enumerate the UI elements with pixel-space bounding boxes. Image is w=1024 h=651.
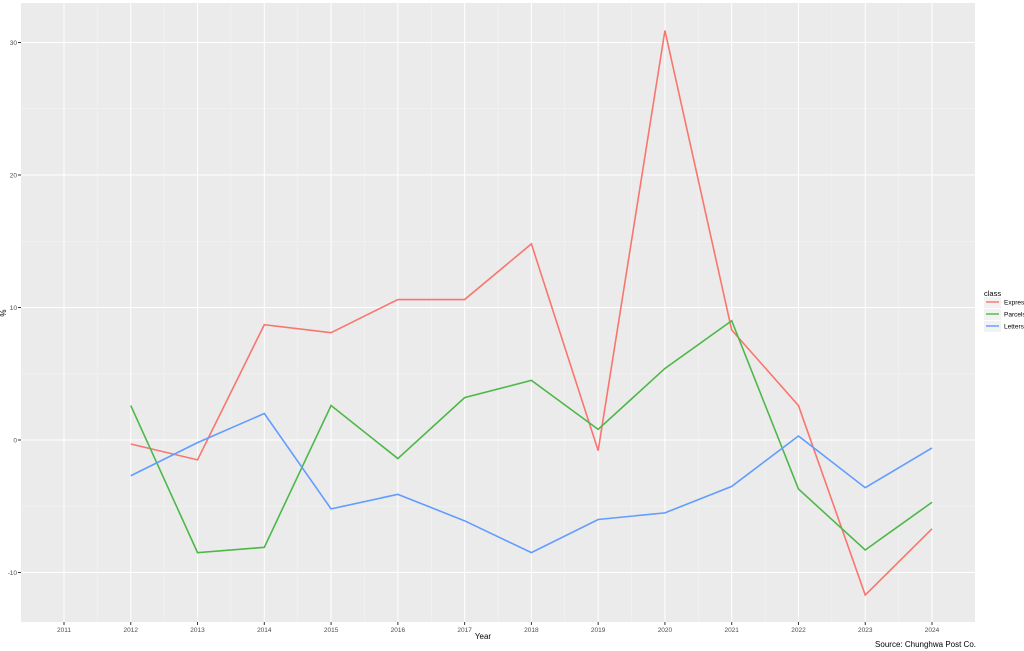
series-line-letters xyxy=(130,412,933,554)
x-tick-label: 2014 xyxy=(257,627,272,634)
legend-label: Express xyxy=(1004,300,1024,307)
x-tick-label: 2016 xyxy=(391,627,406,634)
x-tick-label: 2019 xyxy=(591,627,606,634)
x-tick-label: 2022 xyxy=(791,627,806,634)
y-tick-label: 0 xyxy=(13,438,17,445)
x-tick-label: 2017 xyxy=(457,627,472,634)
x-axis-label: Year xyxy=(475,632,492,641)
x-tick-label: 2011 xyxy=(57,627,71,634)
x-tick-label: 2013 xyxy=(190,627,205,634)
legend-title: class xyxy=(984,289,1001,298)
x-tick-label: 2012 xyxy=(124,627,139,634)
y-tick-label: 20 xyxy=(10,173,18,180)
x-tick-label: 2024 xyxy=(925,627,940,634)
x-tick-label: 2021 xyxy=(724,627,739,634)
legend-label: Parcels xyxy=(1004,312,1024,319)
y-axis-label: % xyxy=(0,309,8,316)
caption: Source: Chunghwa Post Co. xyxy=(875,640,976,649)
x-tick-label: 2015 xyxy=(324,627,339,634)
y-tick-label: 10 xyxy=(10,305,18,312)
x-tick-label: 2018 xyxy=(524,627,539,634)
legend-label: Letters xyxy=(1004,324,1024,331)
x-tick-label: 2020 xyxy=(658,627,673,634)
y-tick-label: 30 xyxy=(10,40,18,47)
series-line-express xyxy=(130,30,933,597)
y-tick-label: -10 xyxy=(8,570,18,577)
x-tick-label: 2023 xyxy=(858,627,873,634)
series-line-parcels xyxy=(130,319,933,554)
